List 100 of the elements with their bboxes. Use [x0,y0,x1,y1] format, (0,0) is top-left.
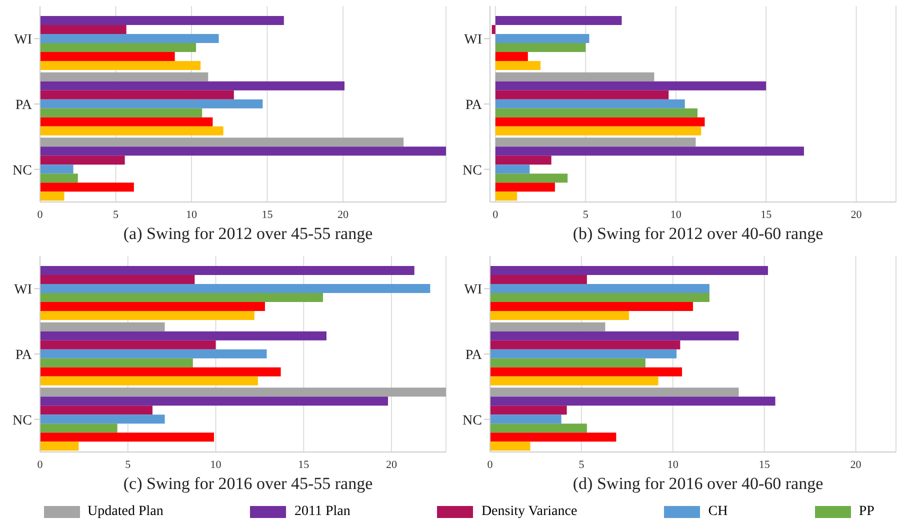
bar [495,182,555,192]
bar [495,52,528,61]
bar [490,367,682,376]
x-tick-label: 10 [670,208,682,221]
bar [495,146,804,156]
bar [40,293,323,302]
bar [490,406,567,415]
text: (b) Swing for 2012 over 40-60 range [572,224,824,244]
bar [490,340,680,350]
x-tick-label: 15 [262,208,274,221]
y-tick-label: PA [15,348,33,363]
x-tick-label: 20 [850,208,862,221]
y-tick-label: NC [462,163,482,178]
x-tick-label: 5 [582,208,589,221]
bar [40,43,196,52]
bar [490,302,693,311]
bar [40,156,125,165]
legend-label: PP [858,504,874,520]
y-tick-label: NC [12,413,32,428]
bar [40,367,281,376]
bar [40,108,202,118]
bar [40,25,126,34]
y-tick-label: WI [14,282,32,298]
bar [40,61,201,70]
bar [40,52,175,61]
text: (a) Swing for 2012 over 45-55 range [122,224,374,244]
bar [495,138,696,147]
bar [40,266,414,275]
bar [40,275,195,284]
x-tick-label: 0 [487,458,494,471]
x-tick-label: 10 [210,458,222,471]
x-tick-label: 5 [112,208,119,221]
bar [40,146,446,156]
bar [40,340,216,350]
bar [495,81,766,90]
bar [40,16,284,25]
x-tick-label: 20 [386,458,398,471]
bar [490,284,710,293]
y-tick-label: WI [14,32,32,48]
y-tick-label: PA [465,348,483,363]
x-tick-label: 0 [37,458,44,471]
x-tick-label: 0 [37,208,44,221]
bar [40,192,64,201]
bar [40,138,404,147]
bar [40,117,213,126]
bar [490,442,530,451]
x-tick-label: 10 [186,208,198,221]
bar [40,34,219,43]
bar [40,126,224,136]
legend-label: Density Variance [481,504,578,520]
text: (c) Swing for 2016 over 45-55 range [122,474,374,494]
bar [490,311,629,320]
bar [40,358,193,368]
bar [495,164,530,174]
text: (d) Swing for 2016 over 40-60 range [572,474,824,494]
bar [495,108,698,118]
bar [490,358,646,368]
bar [495,72,654,82]
bar [495,61,541,70]
bar [495,16,622,25]
bar [40,182,134,192]
bar [40,322,165,332]
x-tick-label: 0 [492,208,499,221]
bar [490,388,739,397]
bar [40,90,234,100]
legend-label: 2011 Plan [294,504,350,520]
bar [490,424,587,433]
bar [495,99,685,108]
bar [40,331,326,340]
x-tick-label: 20 [337,208,349,221]
bar [40,349,267,358]
y-tick-label: NC [12,163,32,178]
y-tick-label: NC [462,413,482,428]
bar [40,81,344,90]
bar [40,302,265,311]
bar [495,90,669,100]
bar [40,72,208,82]
bar [490,414,562,424]
bar [40,388,446,397]
bar [495,43,586,52]
bar [40,396,388,406]
bar [40,174,78,183]
bar [490,349,677,358]
bar [495,117,705,126]
y-tick-label: WI [464,32,482,48]
bar [40,376,258,386]
bar [40,284,430,293]
bar [495,34,590,43]
x-tick-label: 5 [125,458,132,471]
bar [40,424,118,433]
x-tick-label: 15 [760,208,772,221]
bar [490,293,710,302]
bar [40,164,74,174]
bar [490,396,776,406]
bar [490,376,658,386]
bar [490,432,616,442]
bar [495,156,552,165]
bar [40,442,79,451]
bar [495,192,518,201]
bar [490,266,768,275]
